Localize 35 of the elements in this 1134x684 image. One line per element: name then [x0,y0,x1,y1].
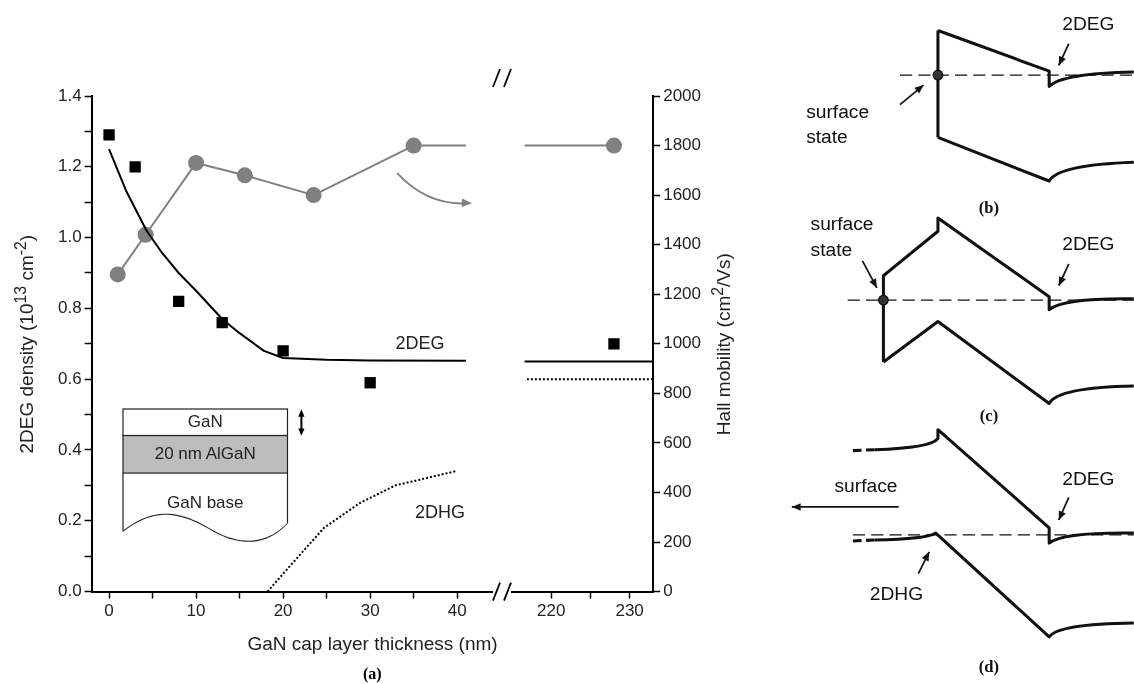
y2-tick-label: 600 [663,432,692,452]
layer-stack-diagram: GaN 20 nm AlGaN GaN base [120,407,290,560]
y2-tick-label: 0 [663,581,673,601]
annotation: 20 nm AlGaN [154,444,256,464]
y2-tick-label: 1600 [663,184,702,204]
y-tick-label: 1.2 [57,156,82,176]
x-tick-label: 20 [273,601,293,621]
x-tick-label: 10 [186,601,206,621]
annotation: 2DEG [395,332,445,353]
x-axis-title: GaN cap layer thickness (nm) [247,632,498,655]
x-tick-label: 220 [537,601,566,621]
band-diagram: surface 2DEG 2DHG (d) [790,428,1134,676]
x-tick-label: 40 [447,601,467,621]
y-tick-label: 0.8 [57,298,82,318]
y2-tick-label: 1200 [663,283,702,303]
x-tick-label: 0 [104,601,114,621]
y2-tick-label: 1400 [663,234,702,254]
y-tick-label: 1.0 [57,227,82,247]
annotation: GaN [187,412,223,432]
y-tick-label: 0.0 [57,581,82,601]
y-tick-label: 0.6 [57,368,82,388]
y2-tick-label: 2000 [663,85,702,105]
y2-tick-label: 1000 [663,333,702,353]
annotation: 2DHG [414,502,465,523]
y2-tick-label: 200 [663,531,692,551]
y-tick-label: 0.2 [57,510,82,530]
annotation: GaN base [166,492,244,512]
x-tick-label: 230 [615,601,644,621]
y-tick-label: 0.4 [57,439,82,459]
y2-tick-label: 1800 [663,135,702,155]
text: (a) [362,664,382,683]
y-tick-label: 1.4 [57,85,82,105]
y2-tick-label: 800 [663,383,692,403]
x-tick-label: 30 [360,601,380,621]
y2-tick-label: 400 [663,482,692,502]
